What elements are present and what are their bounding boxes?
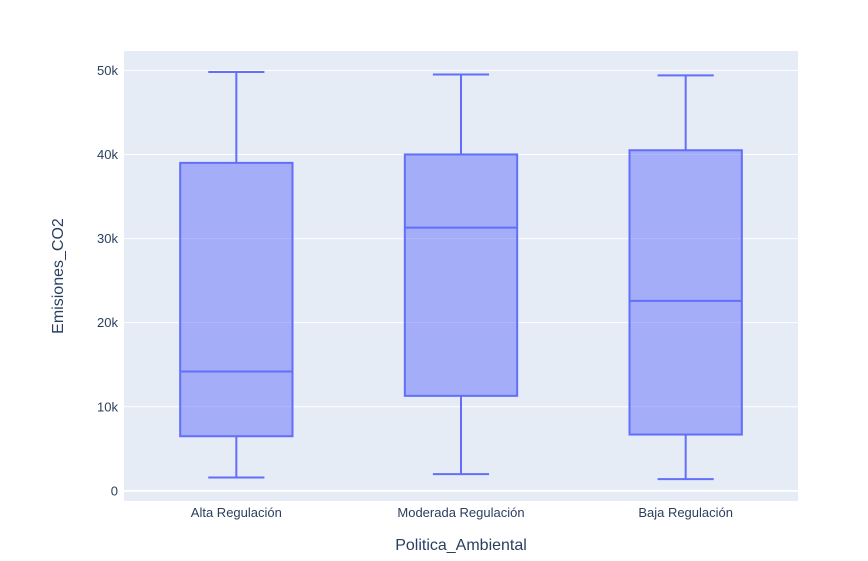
box-1 <box>179 71 294 479</box>
y-axis-ticks: 0 10k 20k 30k 40k 50k <box>97 63 118 499</box>
boxes <box>179 71 743 481</box>
y-tick-label: 20k <box>97 315 118 330</box>
x-tick-label: Baja Regulación <box>638 505 733 520</box>
iqr-box <box>179 161 294 438</box>
y-tick-label: 10k <box>97 399 118 414</box>
x-tick-label: Alta Regulación <box>191 505 282 520</box>
iqr-box <box>403 153 519 397</box>
x-tick-label: Moderada Regulación <box>397 505 524 520</box>
y-tick-label: 30k <box>97 231 118 246</box>
box-2 <box>403 73 519 476</box>
y-axis-title: Emisiones_CO2 <box>50 218 67 334</box>
box-3 <box>628 74 743 481</box>
y-tick-label: 0 <box>111 483 118 498</box>
iqr-box <box>628 149 743 436</box>
x-axis-ticks: Alta Regulación Moderada Regulación Baja R… <box>191 505 733 520</box>
x-axis-title: Politica_Ambiental <box>395 537 527 554</box>
y-tick-label: 40k <box>97 147 118 162</box>
y-tick-label: 50k <box>97 63 118 78</box>
